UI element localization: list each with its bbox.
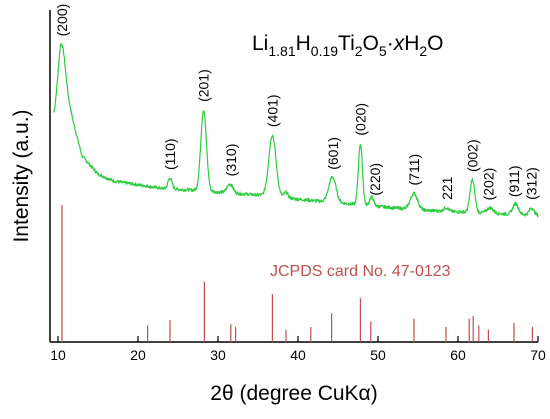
peak-label: (201) (196, 69, 212, 102)
x-tick-label: 60 (450, 347, 466, 363)
x-tick-label: 70 (530, 347, 546, 363)
peak-labels: (200) (110) (201) (310) (401) (601) (020) (220)… (54, 4, 540, 201)
peak-label: (202) (480, 168, 496, 201)
x-tick-label: 30 (210, 347, 226, 363)
compound-formula: Li1.81H0.19Ti2O5·xH2O (252, 32, 444, 59)
x-ticks: 10 20 30 40 50 60 70 (50, 336, 546, 363)
reference-card-label: JCPDS card No. 47-0123 (270, 263, 451, 280)
peak-label: (220) (367, 163, 383, 196)
x-tick-label: 50 (370, 347, 386, 363)
peak-label: (711) (406, 154, 422, 186)
xrd-trace (53, 42, 539, 218)
x-tick-label: 20 (130, 347, 146, 363)
peak-label: (310) (223, 144, 239, 177)
peak-label: (601) (325, 137, 341, 170)
peak-label: (401) (264, 94, 280, 127)
peak-label: (110) (162, 138, 178, 170)
peak-label: (200) (54, 4, 70, 37)
x-axis-title: 2θ (degree CuKα) (210, 382, 377, 405)
peak-label: (002) (464, 139, 480, 172)
reference-lines (61, 205, 534, 342)
peak-label: (911) (506, 165, 522, 197)
y-axis-title: Intensity (a.u.) (10, 109, 33, 242)
x-tick-label: 40 (290, 347, 306, 363)
peak-label: 221 (439, 176, 455, 200)
x-tick-label: 10 (50, 347, 66, 363)
plot-frame (49, 10, 538, 343)
peak-label: (312) (524, 167, 540, 200)
peak-label: (020) (352, 103, 368, 136)
